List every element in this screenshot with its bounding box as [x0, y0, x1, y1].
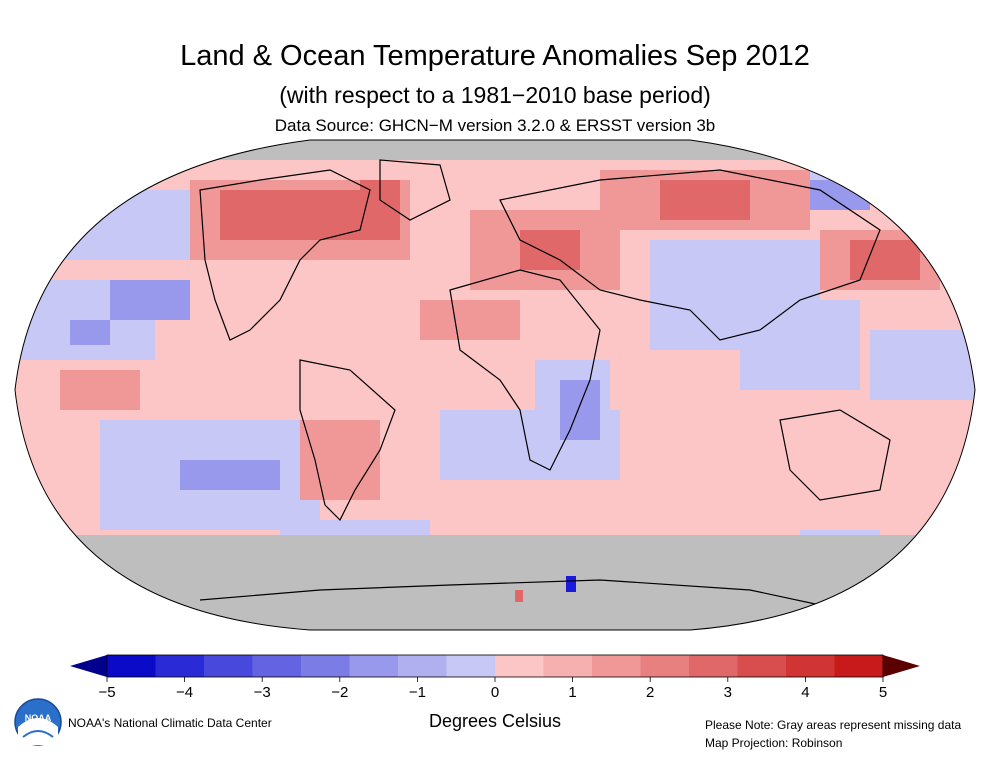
hot-anomaly-regions [220, 180, 920, 280]
colorbar-cell [349, 655, 399, 677]
colorbar-tick-label: −3 [253, 684, 271, 701]
colorbar-cell [689, 655, 738, 677]
colorbar-cells [107, 655, 884, 677]
colorbar-tick-marks [106, 677, 884, 682]
colorbar-cell [446, 655, 496, 677]
credit-line: NOAA's National Climatic Data Center [68, 716, 272, 730]
antarctic-cold-cell [566, 576, 576, 592]
colorbar-cell [592, 655, 641, 677]
colorbar-tick-label: −1 [408, 684, 426, 701]
colorbar-high-arrow [883, 655, 920, 677]
colorbar-tick-label: 0 [490, 684, 500, 701]
colorbar-tick-label: −4 [176, 684, 194, 701]
colorbar-tick-label: −5 [98, 684, 116, 701]
colorbar-cell [398, 655, 447, 677]
colorbar-cell [640, 655, 690, 677]
colorbar-low-arrow [70, 655, 107, 677]
colorbar-tick-label: 2 [646, 684, 655, 701]
data-source: Data Source: GHCN−M version 3.2.0 & ERSS… [274, 116, 716, 135]
map-title: Land & Ocean Temperature Anomalies Sep 2… [180, 40, 810, 72]
colorbar-cell [786, 655, 835, 677]
colorbar-units: Degrees Celsius [428, 711, 562, 731]
antarctic-warm-cell [515, 590, 523, 602]
colorbar-cell [204, 655, 253, 677]
cold-anomaly-regions [70, 180, 870, 490]
map-subtitle: (with respect to a 1981−2010 base period… [279, 82, 711, 108]
globe-outline [14, 139, 976, 631]
colorbar-cell [495, 655, 544, 677]
colorbar-cell [543, 655, 593, 677]
colorbar-tick-label: 1 [568, 684, 577, 701]
missing-data-note: Please Note: Gray areas represent missin… [705, 718, 962, 732]
colorbar-cell [155, 655, 205, 677]
colorbar-cell [834, 655, 884, 677]
projection-note: Map Projection: Robinson [705, 736, 843, 750]
colorbar-cell [107, 655, 156, 677]
colorbar-tick-label: 5 [878, 684, 888, 701]
coastlines [199, 159, 891, 606]
colorbar-cell [737, 655, 787, 677]
noaa-logo-icon: NOAA [14, 698, 62, 746]
footer-note: Please Note: Gray areas represent missin… [705, 716, 961, 752]
colorbar-tick-label: 3 [723, 684, 732, 701]
colorbar-cell [252, 655, 302, 677]
colorbar-tick-label: −2 [331, 684, 349, 701]
colorbar-cell [301, 655, 350, 677]
svg-text:NOAA: NOAA [25, 713, 52, 723]
colorbar-tick-label: 4 [801, 684, 810, 701]
